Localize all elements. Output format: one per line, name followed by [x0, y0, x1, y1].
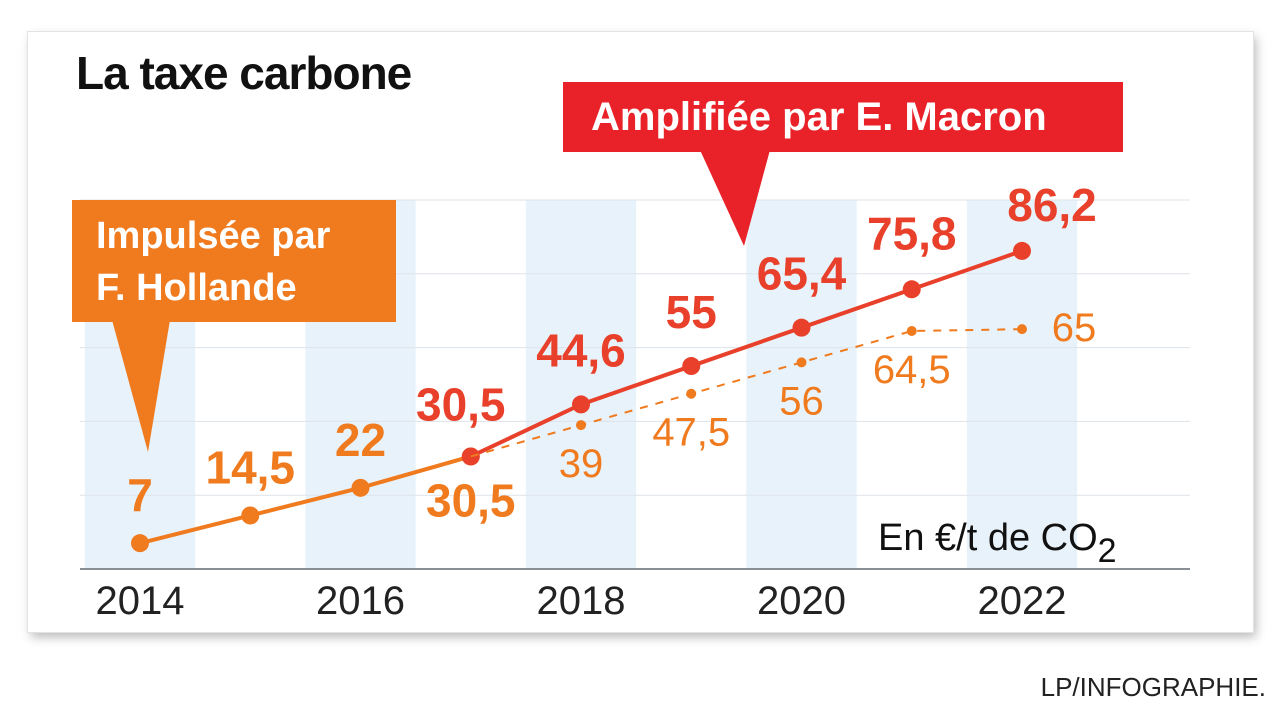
callout-macron: Amplifiée par E. Macron — [563, 82, 1123, 152]
data-labels: 7 14,5 22 30,5 30,5 44,6 55 65,4 75,8 86,2 39 47,5 5… — [127, 179, 1097, 527]
year-band — [746, 200, 857, 569]
year-band — [966, 200, 1078, 569]
callout-hollande: Impulsée par F. Hollande — [72, 200, 396, 322]
unit-label: En €/t de CO2 — [878, 517, 1117, 570]
x-tick-label: 2014 — [96, 579, 185, 623]
data-label: 65,4 — [757, 248, 847, 300]
data-point — [576, 420, 586, 431]
x-tick-label: 2016 — [316, 579, 405, 623]
x-tick-label: 2020 — [757, 579, 846, 623]
data-label: 47,5 — [652, 411, 730, 455]
x-axis: 2014 2016 2018 2020 2022 — [80, 568, 1190, 623]
series-line — [139, 454, 472, 546]
data-point — [902, 280, 921, 299]
year-band — [525, 200, 637, 569]
series-line — [469, 249, 1023, 459]
data-label: 64,5 — [873, 348, 951, 392]
data-label: 44,6 — [536, 324, 626, 376]
series-group — [131, 241, 1031, 553]
data-point — [241, 506, 260, 525]
unit-subscript: 2 — [1098, 532, 1117, 570]
x-tick-label: 2022 — [978, 579, 1067, 623]
data-point — [131, 534, 149, 553]
page-title: La taxe carbone — [76, 47, 412, 99]
data-point — [796, 357, 807, 368]
data-point — [572, 395, 590, 414]
data-point — [682, 357, 701, 376]
data-label: 14,5 — [205, 441, 295, 493]
credit: LP/INFOGRAPHIE. — [1040, 672, 1266, 702]
data-label: 30,5 — [416, 378, 506, 430]
data-label: 39 — [559, 442, 604, 486]
data-point — [906, 325, 917, 336]
data-label: 86,2 — [1007, 179, 1097, 231]
data-label: 7 — [127, 469, 153, 521]
data-label: 75,8 — [867, 207, 957, 259]
data-point — [1013, 241, 1031, 260]
callout-hollande-line1: Impulsée par — [96, 215, 331, 257]
data-label: 22 — [335, 414, 386, 466]
data-point — [1017, 324, 1027, 335]
data-label: 30,5 — [426, 474, 516, 526]
data-label: 65 — [1052, 306, 1097, 350]
callout-hollande-line2: F. Hollande — [96, 267, 297, 309]
data-label: 55 — [666, 286, 717, 338]
data-point — [686, 388, 697, 399]
data-label: 56 — [779, 379, 824, 423]
data-point — [351, 478, 370, 497]
x-tick-label: 2018 — [537, 579, 626, 623]
data-point — [792, 318, 811, 337]
